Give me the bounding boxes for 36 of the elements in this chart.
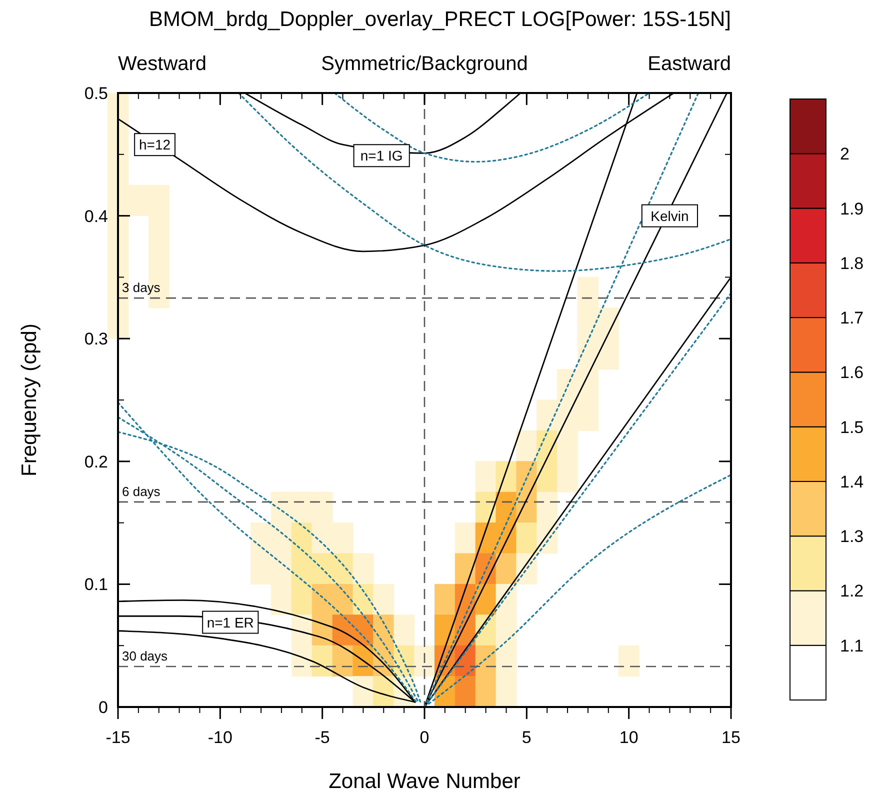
- ref-line-label: 30 days: [122, 648, 168, 664]
- text: Eastward: [648, 53, 731, 75]
- color-bar-label: 2: [840, 144, 850, 164]
- x-tick-label: -15: [106, 728, 130, 747]
- chart-title: BMOM_brdg_Doppler_overlay_PRECT LOG[Power: 15S-15N]: [148, 8, 732, 31]
- color-bar-label: 1.7: [840, 308, 864, 328]
- color-bar-label: 1.8: [840, 254, 864, 273]
- annotation: n=1 IG: [360, 148, 403, 164]
- y-tick-label: 0.2: [84, 452, 108, 472]
- color-bar-label: 1.4: [840, 472, 864, 492]
- y-axis-title: Frequency (cpd): [18, 324, 41, 476]
- color-bar-label: 1.2: [840, 582, 864, 601]
- annotation: h=12: [139, 136, 171, 153]
- color-bar-label: 1.5: [840, 418, 864, 437]
- text: Symmetric/Background: [321, 53, 528, 75]
- x-tick-label: 5: [522, 728, 532, 747]
- ref-line-label: 6 days: [122, 484, 161, 499]
- x-tick-label: -10: [208, 728, 232, 747]
- color-bar-label: 1.9: [840, 199, 864, 218]
- x-axis-title: Zonal Wave Number: [328, 770, 520, 793]
- y-tick-label: 0.1: [84, 575, 108, 594]
- text: Westward: [118, 53, 207, 75]
- x-tick-label: -5: [314, 728, 330, 747]
- y-tick-label: 0: [98, 698, 108, 717]
- annotation: n=1 ER: [206, 614, 254, 630]
- y-tick-label: 0.5: [84, 84, 108, 103]
- color-bar-label: 1.6: [840, 363, 864, 382]
- x-tick-label: 15: [722, 728, 740, 747]
- color-bar-label: 1.1: [840, 636, 864, 656]
- annotation: Kelvin: [650, 208, 689, 224]
- y-tick-label: 0.3: [84, 330, 108, 349]
- color-bar-label: 1.3: [840, 527, 864, 546]
- y-tick-label: 0.4: [84, 206, 108, 226]
- ref-line-label: 3 days: [122, 280, 161, 296]
- x-tick-label: 0: [420, 728, 430, 747]
- x-tick-label: 10: [619, 728, 638, 747]
